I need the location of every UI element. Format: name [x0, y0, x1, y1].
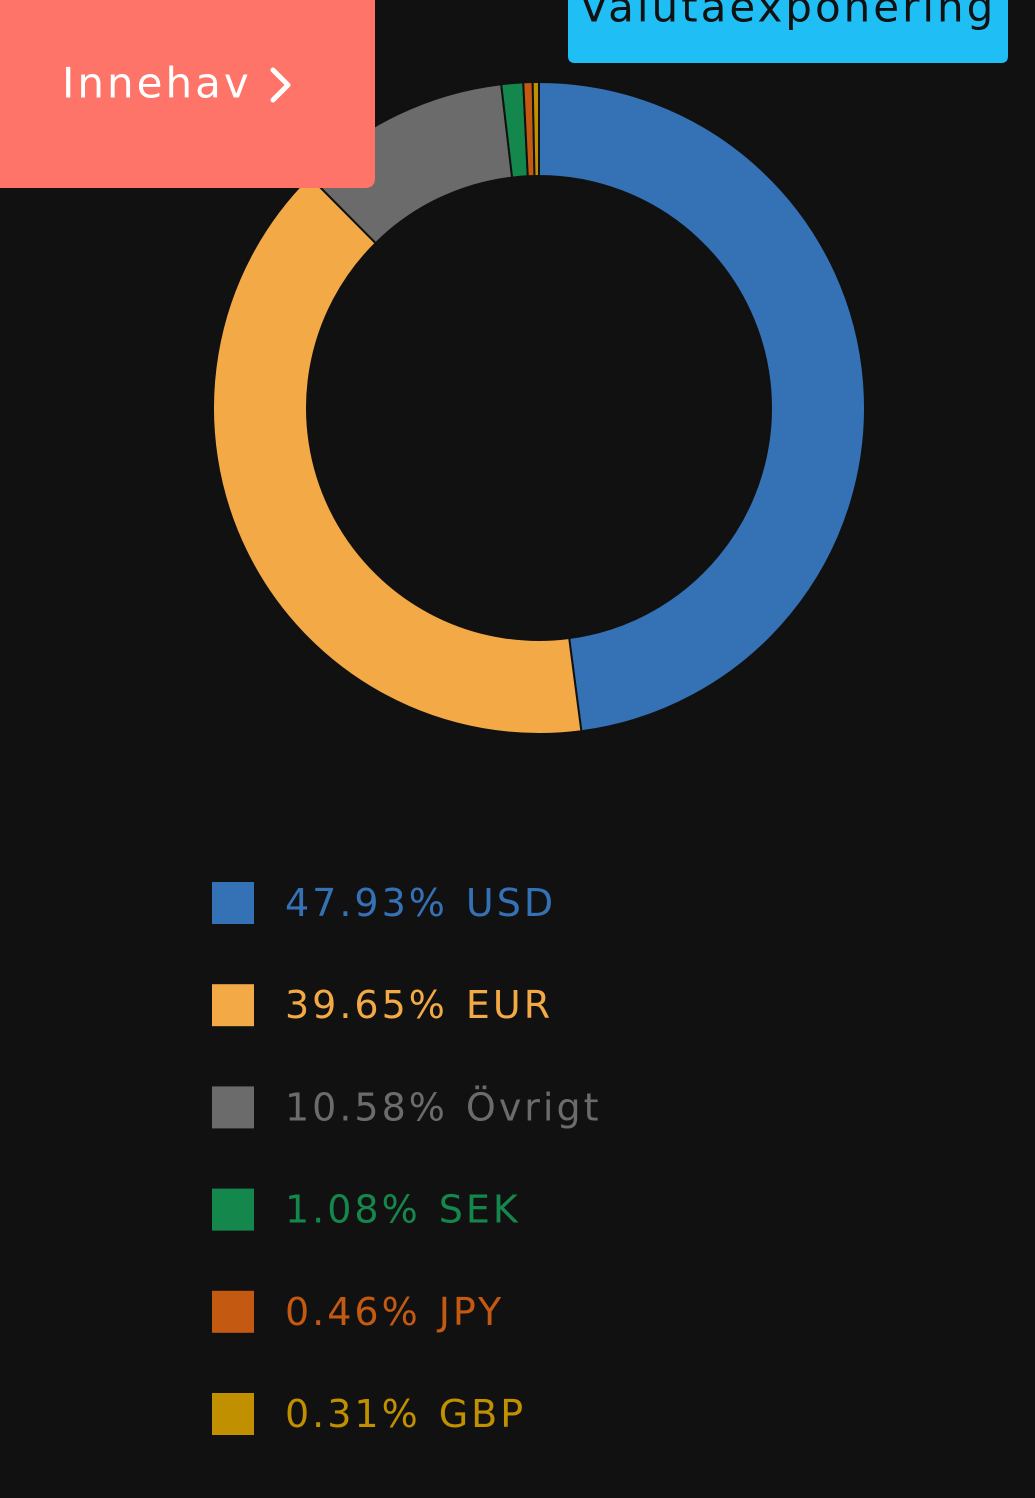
legend-value: 0.31%: [285, 1392, 421, 1436]
legend-label: 39.65% EUR: [285, 983, 553, 1027]
legend-swatch: [212, 1290, 254, 1333]
legend-name: USD: [466, 881, 556, 925]
button-label: Valutaexponering: [580, 0, 997, 32]
legend-label: 0.31% GBP: [285, 1392, 526, 1436]
legend-label: 10.58% Övrigt: [285, 1085, 602, 1129]
legend-name: GBP: [439, 1392, 526, 1436]
button-background: [0, 0, 375, 188]
donut-slice: [212, 175, 583, 735]
legend-swatch: [212, 1393, 254, 1435]
donut-slice: [531, 80, 540, 178]
legend: 47.93% USD 39.65% EUR 10.58% Övrigt 1.08% SEK 0.…: [212, 881, 602, 1436]
donut-chart: [212, 80, 866, 735]
legend-value: 47.93%: [285, 881, 448, 925]
donut-slice: [538, 80, 866, 733]
legend-swatch: [212, 984, 254, 1027]
legend-label: 47.93% USD: [285, 881, 556, 925]
legend-value: 1.08%: [285, 1187, 421, 1231]
legend-value: 39.65%: [285, 983, 448, 1027]
legend-swatch: [212, 1086, 254, 1129]
holdings-button[interactable]: Innehav: [0, 0, 375, 188]
chevron-icon: [270, 67, 291, 103]
legend-name: SEK: [439, 1187, 521, 1231]
legend-value: 10.58%: [285, 1085, 448, 1129]
legend-swatch: [212, 882, 254, 924]
button-label: Innehav: [62, 59, 252, 108]
button-background: [568, 0, 1008, 63]
legend-name: EUR: [466, 983, 553, 1027]
legend-name: JPY: [437, 1289, 505, 1333]
legend-name: Övrigt: [466, 1085, 602, 1129]
legend-label: 1.08% SEK: [285, 1187, 521, 1231]
legend-swatch: [212, 1188, 254, 1231]
currency-button[interactable]: Valutaexponering: [568, 0, 1008, 63]
legend-label: 0.46% JPY: [285, 1289, 504, 1333]
legend-value: 0.46%: [285, 1289, 421, 1333]
